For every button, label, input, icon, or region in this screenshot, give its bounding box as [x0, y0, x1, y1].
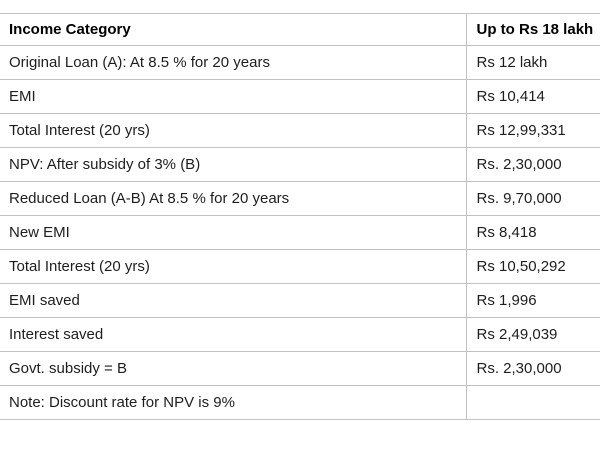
income-subsidy-table-container: Income Category Up to Rs 18 lakh Origina… [0, 13, 600, 420]
row-label-cell: Note: Discount rate for NPV is 9% [0, 385, 467, 420]
row-value-cell: Rs. 2,30,000 [466, 147, 600, 182]
table-row: NPV: After subsidy of 3% (B) Rs. 2,30,000 [0, 147, 600, 182]
row-label-cell: Govt. subsidy = B [0, 351, 467, 386]
row-label-cell: NPV: After subsidy of 3% (B) [0, 147, 467, 182]
row-label-cell: Total Interest (20 yrs) [0, 249, 467, 284]
row-label-cell: Interest saved [0, 317, 467, 352]
table-header: Income Category Up to Rs 18 lakh [0, 13, 600, 46]
row-label-cell: EMI saved [0, 283, 467, 318]
row-value-cell: Rs 8,418 [466, 215, 600, 250]
row-value-cell [466, 385, 600, 420]
table-body: Original Loan (A): At 8.5 % for 20 years… [0, 45, 600, 420]
table-row: Total Interest (20 yrs) Rs 12,99,331 [0, 113, 600, 148]
table-row: Reduced Loan (A-B) At 8.5 % for 20 years… [0, 181, 600, 216]
table-row: Interest saved Rs 2,49,039 [0, 317, 600, 352]
table-row: EMI Rs 10,414 [0, 79, 600, 114]
table-row: Govt. subsidy = B Rs. 2,30,000 [0, 351, 600, 386]
row-value-cell: Rs. 2,30,000 [466, 351, 600, 386]
table-row: New EMI Rs 8,418 [0, 215, 600, 250]
row-value-cell: Rs 12,99,331 [466, 113, 600, 148]
income-subsidy-table: Income Category Up to Rs 18 lakh Origina… [0, 13, 600, 420]
row-value-cell: Rs 2,49,039 [466, 317, 600, 352]
header-row: Income Category Up to Rs 18 lakh [0, 13, 600, 46]
row-value-cell: Rs 1,996 [466, 283, 600, 318]
row-label-cell: Total Interest (20 yrs) [0, 113, 467, 148]
row-label-cell: New EMI [0, 215, 467, 250]
row-label-cell: Original Loan (A): At 8.5 % for 20 years [0, 45, 467, 80]
column-header-income-category: Income Category [0, 13, 467, 46]
row-value-cell: Rs 12 lakh [466, 45, 600, 80]
table-row: Original Loan (A): At 8.5 % for 20 years… [0, 45, 600, 80]
row-value-cell: Rs. 9,70,000 [466, 181, 600, 216]
row-label-cell: EMI [0, 79, 467, 114]
table-row: Note: Discount rate for NPV is 9% [0, 385, 600, 420]
row-value-cell: Rs 10,414 [466, 79, 600, 114]
table-row: EMI saved Rs 1,996 [0, 283, 600, 318]
row-label-cell: Reduced Loan (A-B) At 8.5 % for 20 years [0, 181, 467, 216]
table-row: Total Interest (20 yrs) Rs 10,50,292 [0, 249, 600, 284]
row-value-cell: Rs 10,50,292 [466, 249, 600, 284]
column-header-income-slab: Up to Rs 18 lakh [466, 13, 600, 46]
